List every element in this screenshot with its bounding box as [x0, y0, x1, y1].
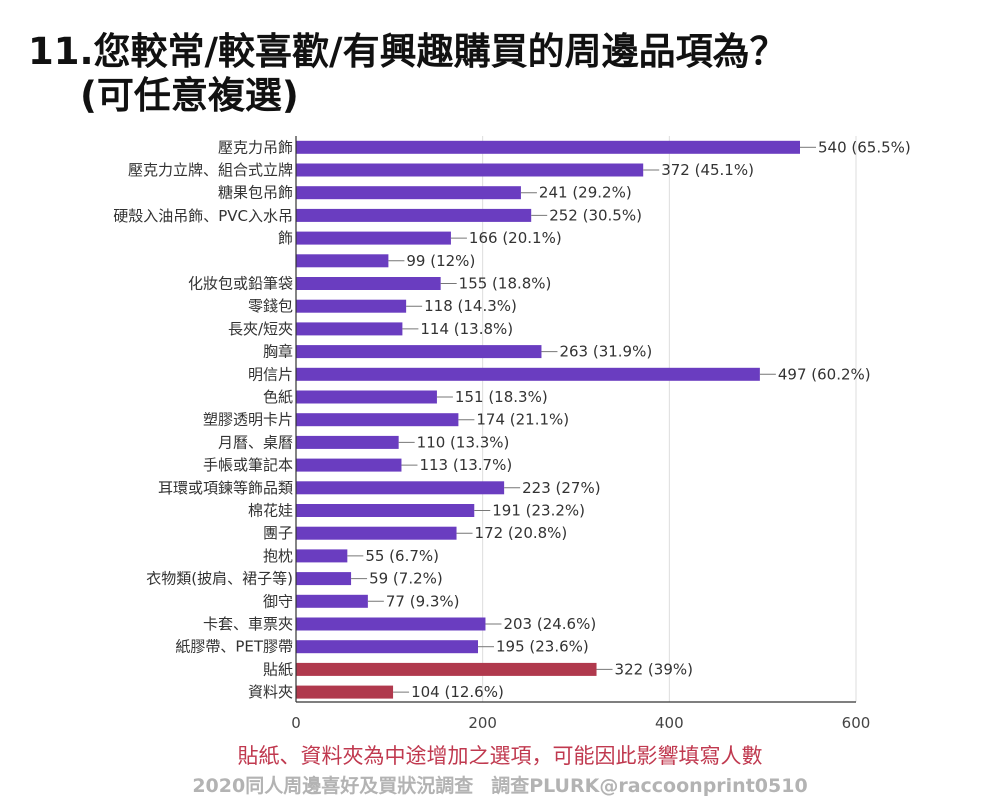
category-label: 抱枕	[263, 547, 293, 565]
chart-title-line-1: 11.您較常/較喜歡/有興趣購買的周邊品項為？	[28, 30, 787, 73]
category-label: 硬殼入油吊飾、PVC入水吊	[113, 207, 293, 225]
bar	[296, 299, 407, 313]
bar	[296, 390, 437, 404]
data-label: 172 (20.8%)	[475, 524, 568, 542]
category-label: 零錢包	[248, 297, 293, 315]
bar	[296, 617, 486, 631]
x-tick-label: 400	[655, 714, 684, 732]
data-label: 113 (13.7%)	[419, 456, 512, 474]
data-label: 191 (23.2%)	[492, 502, 585, 520]
bar	[296, 367, 760, 381]
bar	[296, 208, 532, 222]
data-label: 110 (13.3%)	[417, 433, 510, 451]
category-label: 壓克力吊飾	[218, 138, 293, 156]
category-label: 胸章	[263, 343, 293, 361]
category-label: 飾	[278, 229, 293, 247]
data-label: 263 (31.9%)	[559, 343, 652, 361]
category-label: 明信片	[248, 365, 293, 383]
footer-survey-name: 2020同人周邊喜好及買狀況調查	[192, 775, 474, 797]
footer-plurk-handle: 調查PLURK@raccoonprint0510	[491, 775, 808, 797]
bar	[296, 481, 505, 495]
chart-title: 11.您較常/較喜歡/有興趣購買的周邊品項為？ (可任意複選)	[28, 30, 978, 118]
bar	[296, 254, 389, 268]
data-label: 241 (29.2%)	[539, 184, 632, 202]
category-label: 衣物類(披肩、裙子等)	[146, 570, 293, 588]
x-tick-label: 200	[468, 714, 497, 732]
category-label: 御守	[263, 592, 293, 610]
footer-credit: 2020同人周邊喜好及買狀況調查 調查PLURK@raccoonprint0510	[0, 771, 1000, 798]
bar	[296, 458, 402, 472]
data-label: 174 (21.1%)	[476, 411, 569, 429]
data-label: 252 (30.5%)	[549, 206, 642, 224]
bar	[296, 345, 542, 359]
data-label: 114 (13.8%)	[420, 320, 513, 338]
data-label: 55 (6.7%)	[365, 547, 439, 565]
bar	[296, 549, 348, 563]
category-label: 卡套、車票夾	[203, 615, 293, 633]
category-label: 化妝包或鉛筆袋	[188, 275, 293, 293]
bar	[296, 640, 478, 654]
data-label: 372 (45.1%)	[661, 161, 754, 179]
bar	[296, 163, 644, 177]
chart-title-line-2: (可任意複選)	[80, 74, 299, 117]
data-label: 118 (14.3%)	[424, 297, 517, 315]
bar	[296, 277, 441, 290]
data-label: 77 (9.3%)	[386, 592, 460, 610]
bar	[296, 322, 403, 336]
category-label: 資料夾	[248, 683, 293, 701]
bar	[296, 572, 352, 586]
bar	[296, 186, 521, 200]
category-label: 塑膠透明卡片	[203, 411, 293, 429]
bar	[296, 662, 597, 676]
category-label: 糖果包吊飾	[218, 184, 293, 202]
chart-note: 貼紙、資料夾為中途增加之選項，可能因此影響填寫人數	[237, 744, 763, 768]
data-label: 195 (23.6%)	[496, 638, 589, 656]
category-label: 色紙	[263, 388, 293, 406]
category-label: 團子	[263, 524, 293, 542]
data-label: 322 (39%)	[615, 660, 693, 678]
data-label: 99 (12%)	[406, 252, 475, 270]
bar	[296, 504, 475, 517]
data-label: 203 (24.6%)	[503, 615, 596, 633]
category-label: 月曆、桌曆	[218, 433, 293, 451]
category-label: 紙膠帶、PET膠帶	[175, 638, 293, 656]
data-label: 223 (27%)	[522, 479, 600, 497]
x-tick-label: 0	[291, 714, 301, 732]
category-label: 棉花娃	[248, 502, 293, 520]
category-label: 長夾/短夾	[228, 320, 293, 338]
bar	[296, 140, 800, 154]
bar	[296, 594, 368, 608]
category-label: 貼紙	[263, 660, 293, 678]
data-label: 151 (18.3%)	[455, 388, 548, 406]
category-label: 手帳或筆記本	[203, 456, 293, 474]
data-label: 104 (12.6%)	[411, 683, 504, 701]
data-label: 497 (60.2%)	[778, 365, 871, 383]
data-label: 155 (18.8%)	[459, 275, 552, 293]
category-label: 壓克力立牌、組合式立牌	[128, 161, 293, 179]
data-label: 540 (65.5%)	[818, 138, 911, 156]
bar	[296, 435, 399, 449]
data-label: 59 (7.2%)	[369, 570, 443, 588]
bar	[296, 413, 459, 427]
data-label: 166 (20.1%)	[469, 229, 562, 247]
bar	[296, 685, 394, 699]
bar	[296, 231, 451, 245]
bar-chart: 0 200 400 600 540 (65.5%) 壓克力吊飾 372 (45.1%) 壓克力…	[113, 136, 911, 732]
bar	[296, 526, 457, 540]
x-tick-label: 600	[842, 714, 871, 732]
category-label: 耳環或項鍊等飾品類	[158, 479, 293, 497]
